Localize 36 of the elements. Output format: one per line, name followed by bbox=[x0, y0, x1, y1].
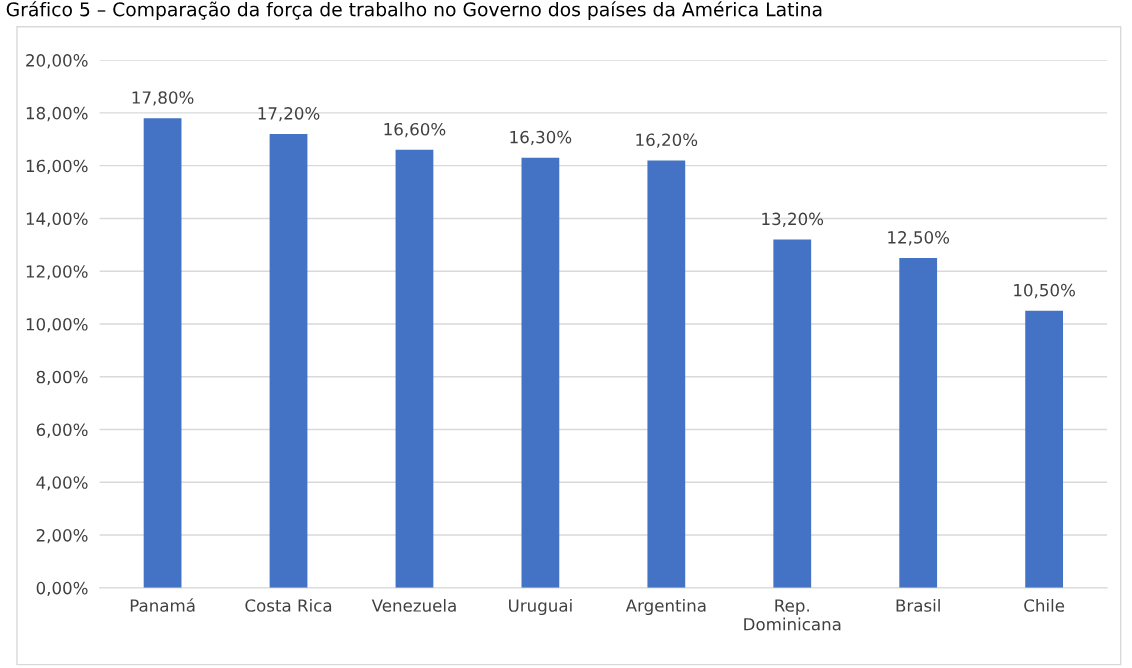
x-tick-label: Venezuela bbox=[371, 598, 456, 612]
y-tick-label: 2,00% bbox=[36, 529, 88, 544]
y-tick-label: 12,00% bbox=[26, 265, 88, 280]
y-tick-label: 4,00% bbox=[36, 476, 88, 491]
data-label: 16,60% bbox=[384, 122, 446, 138]
bar bbox=[269, 134, 308, 588]
bar bbox=[647, 160, 686, 588]
chart-title: Gráfico 5 – Comparação da força de trabalho no Governo dos países da América Latina bbox=[6, 1, 822, 21]
y-tick-label: 0,00% bbox=[36, 581, 88, 597]
x-tick-label: Brasil bbox=[896, 598, 940, 612]
bar bbox=[143, 118, 182, 588]
data-label: 17,80% bbox=[132, 91, 194, 106]
data-label: 16,20% bbox=[636, 133, 698, 148]
x-tick-label: Costa Rica bbox=[245, 598, 332, 612]
x-tick-label: Uruguai bbox=[509, 598, 572, 616]
bar bbox=[521, 157, 560, 588]
data-label: 17,20% bbox=[258, 107, 320, 122]
bar bbox=[395, 149, 434, 588]
x-tick-label: Rep. Dominicana bbox=[744, 599, 841, 631]
data-label: 10,50% bbox=[1014, 283, 1075, 299]
y-tick-label: 10,00% bbox=[26, 317, 88, 333]
y-tick-label: 14,00% bbox=[26, 212, 88, 227]
y-tick-label: 18,00% bbox=[26, 106, 88, 122]
bar bbox=[899, 258, 938, 588]
y-tick-label: 6,00% bbox=[36, 423, 88, 438]
data-label: 12,50% bbox=[888, 231, 950, 246]
x-tick-label: Panamá bbox=[130, 598, 195, 612]
data-label: 13,20% bbox=[762, 212, 824, 227]
y-tick-label: 20,00% bbox=[26, 54, 88, 69]
bar bbox=[1025, 310, 1064, 588]
data-label: 16,30% bbox=[510, 130, 572, 146]
bar bbox=[773, 239, 812, 588]
y-tick-label: 16,00% bbox=[26, 159, 88, 174]
x-tick-label: Argentina bbox=[625, 598, 706, 616]
y-tick-label: 8,00% bbox=[36, 370, 88, 386]
x-tick-label: Chile bbox=[1024, 598, 1065, 612]
